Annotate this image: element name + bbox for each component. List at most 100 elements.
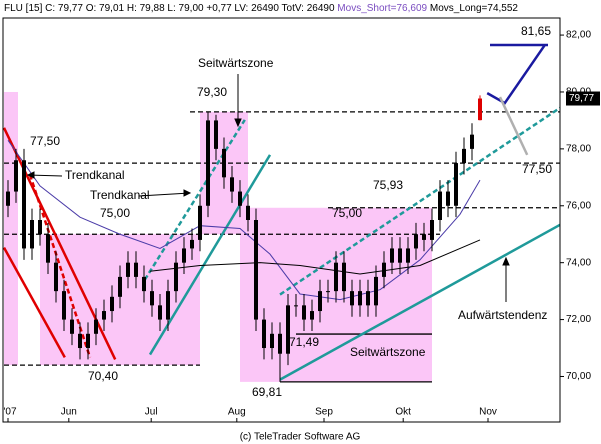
- arrow-head: [26, 171, 35, 179]
- trendline: [279, 106, 561, 296]
- candle-body: [302, 305, 306, 320]
- candle-body: [150, 291, 154, 306]
- candle-body: [190, 239, 194, 249]
- candle-body: [366, 291, 370, 306]
- candle-body: [374, 276, 378, 306]
- candle-body: [430, 220, 434, 240]
- level-label: 81,65: [521, 24, 551, 38]
- candle-body: [310, 311, 314, 320]
- trendline: [486, 44, 546, 105]
- candle-body: [38, 220, 42, 235]
- arrow-head: [234, 118, 242, 128]
- trendline: [498, 96, 529, 156]
- candle-body: [406, 248, 410, 263]
- candle-body: [62, 291, 66, 320]
- arrows: [26, 74, 510, 302]
- candle-body: [326, 291, 330, 293]
- x-tick-label: Jun: [61, 407, 77, 418]
- candle-body: [270, 333, 274, 349]
- candle-body: [254, 220, 258, 320]
- y-tick-label: 74,00: [566, 257, 591, 268]
- candle-body: [398, 248, 402, 263]
- arrow-head: [183, 189, 192, 197]
- annotation: Trendkanal: [65, 168, 125, 182]
- trendline: [148, 154, 272, 356]
- candle-body: [110, 296, 114, 312]
- y-tick-label: 70,00: [566, 371, 591, 382]
- candle-body: [126, 262, 130, 277]
- candle-body: [454, 163, 458, 206]
- arrow-head: [502, 256, 510, 266]
- level-label: 77,50: [522, 162, 552, 176]
- header-info: FLU [15] C: 79,77 O: 79,01 H: 79,88 L: 7…: [4, 3, 335, 14]
- candle-body: [422, 234, 426, 240]
- header: FLU [15] C: 79,77 O: 79,01 H: 79,88 L: 7…: [4, 3, 518, 14]
- candle-body: [318, 291, 322, 312]
- y-tick-label: 78,00: [566, 144, 591, 155]
- annotation: Seitwärtszone: [350, 345, 426, 359]
- candle-body: [54, 262, 58, 292]
- candle-body: [334, 262, 338, 292]
- candle-body: [342, 262, 346, 292]
- candle-body: [14, 160, 18, 192]
- candle-body: [246, 205, 250, 220]
- candle-body: [22, 160, 26, 249]
- candle-body: [286, 305, 290, 354]
- candle-body: [118, 276, 122, 297]
- zones-layer: [4, 91, 432, 382]
- candle-body: [278, 333, 282, 354]
- x-tick-label: Jul: [145, 407, 158, 418]
- trendline: [2, 246, 66, 359]
- candle-body: [478, 98, 482, 121]
- moving-average: [149, 239, 481, 275]
- candle-body: [142, 276, 146, 292]
- x-tick-label: '07: [3, 407, 16, 418]
- candle-body: [462, 148, 466, 164]
- x-tick-label: Nov: [479, 407, 497, 418]
- candles-layer: [6, 95, 482, 382]
- last-price-box: [566, 91, 600, 106]
- candle-body: [438, 191, 442, 220]
- candle-body: [238, 191, 242, 206]
- y-tick-label: 82,00: [566, 30, 591, 41]
- candle-body: [182, 248, 186, 263]
- annotation: Trendkanal: [90, 188, 150, 202]
- candle-body: [70, 319, 74, 334]
- footer: (c) TeleTrader Software AG: [240, 432, 361, 443]
- level-label: 75,93: [373, 178, 403, 192]
- annotation: Aufwärtstendenz: [458, 308, 547, 322]
- candle-body: [382, 262, 386, 277]
- candle-body: [94, 319, 98, 334]
- candle-body: [358, 291, 362, 306]
- level-label: 75,00: [332, 206, 362, 220]
- legend-short: Movs_Short=76,609: [337, 3, 427, 14]
- level-label: 70,40: [88, 369, 118, 383]
- level-label: 79,30: [197, 85, 227, 99]
- candle-body: [470, 134, 474, 149]
- level-label: 75,00: [100, 206, 130, 220]
- plot-frame: [2, 17, 561, 423]
- candle-body: [86, 333, 90, 349]
- arrow: [138, 192, 191, 197]
- level-label: 77,50: [30, 134, 60, 148]
- candle-body: [30, 220, 34, 249]
- candle-body: [214, 120, 218, 149]
- level-label: 71,49: [289, 335, 319, 349]
- legend-long: Movs_Long=74,552: [430, 3, 519, 14]
- candle-body: [230, 177, 234, 192]
- x-tick-label: Sep: [315, 407, 333, 418]
- candle-body: [350, 291, 354, 306]
- candle-body: [158, 305, 162, 320]
- candle-body: [46, 234, 50, 263]
- candle-body: [166, 291, 170, 320]
- candle-body: [446, 191, 450, 206]
- level-label: 69,81: [252, 385, 282, 399]
- last-price-label: 79,77: [569, 93, 594, 104]
- x-tick-label: Aug: [228, 407, 246, 418]
- y-tick-label: 72,00: [566, 314, 591, 325]
- candle-body: [414, 234, 418, 249]
- candle-body: [206, 120, 210, 206]
- candle-body: [6, 191, 10, 206]
